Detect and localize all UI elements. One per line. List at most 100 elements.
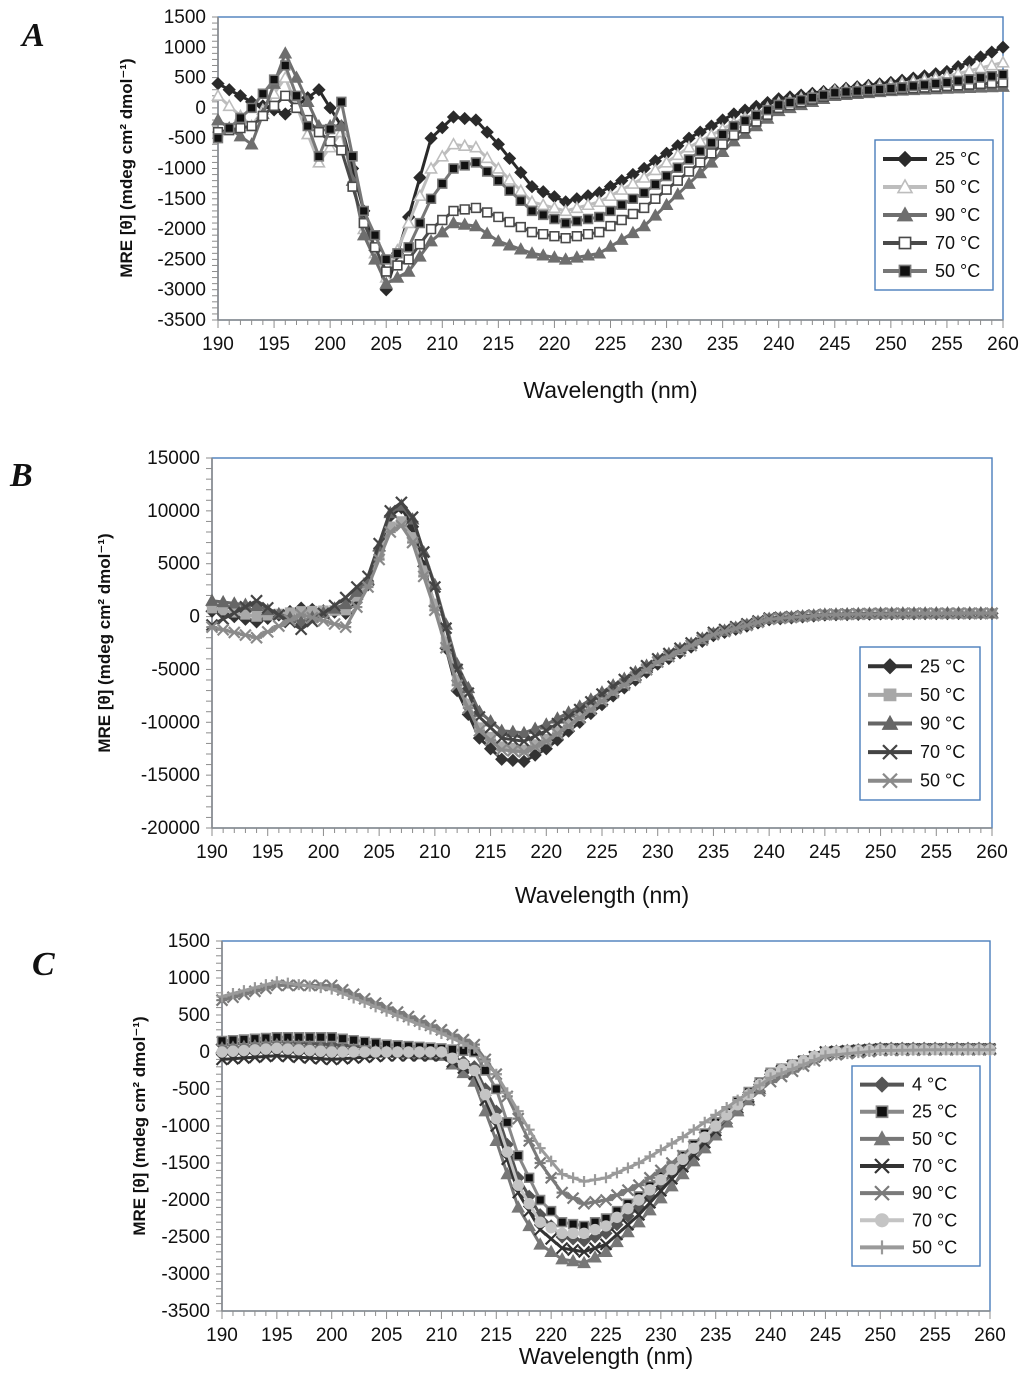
- panel-c-legend-item: 70 °C: [860, 1156, 957, 1176]
- panel-c-series-6-point: [358, 1046, 371, 1058]
- panel-b-series-1-point: [506, 753, 520, 767]
- panel-b-series-5-point: [528, 740, 542, 753]
- panel-c-series-2-point: [271, 1032, 283, 1043]
- panel-a-series-4-point: [414, 239, 426, 250]
- panel-a-series-4-point: [257, 110, 269, 122]
- panel-b-series-5-point: [762, 612, 776, 626]
- panel-c-series-7-point: [435, 1028, 447, 1039]
- panel-c-series-6-point: [567, 1227, 579, 1240]
- panel-c-series-7-point: [732, 1094, 744, 1106]
- panel-c-series-3-point: [511, 1200, 526, 1213]
- panel-a-series-1-point: [480, 125, 494, 139]
- panel-b-series-5-point: [495, 743, 508, 757]
- panel-c-series-5-point: [610, 1188, 624, 1202]
- panel-c-series-7-point: [468, 1042, 480, 1054]
- panel-c-series-3-point: [675, 1166, 690, 1180]
- panel-b-series-5-point: [930, 607, 943, 620]
- panel-c-legend-swatch-marker: [874, 1213, 890, 1228]
- panel-b-x-tick-label: 225: [586, 842, 618, 863]
- panel-c-series-5-point: [632, 1178, 646, 1192]
- panel-a-series-4-point: [538, 228, 549, 240]
- panel-c-series-7-point: [348, 992, 360, 1004]
- panel-b-y-axis-title: MRE [θ] (mdeg cm² dmol⁻¹): [95, 533, 114, 752]
- panel-b-series-4-point: [562, 710, 575, 723]
- panel-b-series-5-point: [852, 607, 865, 621]
- panel-a-x-tick-label: 190: [202, 334, 234, 355]
- panel-c-series-2-point: [567, 1218, 579, 1230]
- panel-b-series-1-point: [539, 742, 553, 756]
- panel-c-series-7-point: [545, 1155, 557, 1167]
- panel-a-series-3-point: [704, 155, 719, 168]
- panel-a-series-1-point: [435, 120, 449, 135]
- panel-c-legend-label: 4 °C: [912, 1075, 947, 1095]
- panel-b-series-4-point: [395, 496, 408, 509]
- panel-b-series-3-point: [494, 723, 509, 736]
- panel-c-series-6-point: [468, 1064, 481, 1077]
- panel-a-series-4-point: [706, 148, 717, 159]
- panel-c-legend-item: 25 °C: [860, 1102, 957, 1122]
- panel-a-series-5-point: [347, 151, 358, 162]
- panel-a-series-2-point: [435, 149, 450, 162]
- panel-c-series-6-point: [282, 1043, 294, 1055]
- panel-b-series-5-point: [562, 719, 575, 733]
- panel-a-letter: A: [20, 17, 45, 54]
- panel-a-series-3-point: [626, 225, 640, 239]
- panel-c-x-tick-label: 240: [755, 1325, 787, 1346]
- panel-c-y-tick-label: 1500: [168, 931, 210, 952]
- panel-a-series-2-point: [536, 197, 551, 211]
- panel-c-series-7-point: [852, 1047, 864, 1059]
- panel-c-series-7-point: [940, 1044, 952, 1056]
- panel-b-series-4-point: [540, 724, 553, 738]
- panel-b-series-5-point: [540, 735, 553, 748]
- panel-a-series-1-point: [323, 101, 337, 115]
- panel-b-series-5-point: [306, 611, 319, 624]
- panel-c-series-3-point: [599, 1244, 613, 1257]
- panel-a-series-1-point: [973, 50, 988, 64]
- panel-c-series-7-point: [973, 1044, 985, 1056]
- panel-c-series-3-point: [664, 1178, 679, 1192]
- panel-a-series-5-point: [425, 193, 437, 204]
- panel-a-x-tick-label: 240: [763, 334, 795, 355]
- panel-b-series-5-point: [384, 525, 397, 539]
- panel-a-series-3-point: [356, 228, 371, 241]
- panel-a-series-2-point: [637, 170, 652, 183]
- panel-c-series-5-point: [533, 1156, 547, 1170]
- panel-a-legend-item: 50 °C: [883, 177, 980, 197]
- panel-b-series-5-point: [785, 611, 798, 624]
- panel-a-series-3-point: [379, 276, 394, 289]
- panel-a-series-5-point: [627, 193, 639, 204]
- panel-a-legend: 25 °C 50 °C 90 °C 70 °C 50 °C: [874, 139, 994, 291]
- panel-c-y-tick-label: -2000: [161, 1190, 210, 1211]
- panel-b-x-tick-label: 240: [753, 842, 785, 863]
- panel-a-series-2-point: [424, 161, 438, 174]
- panel-a-series-5-point: [459, 160, 470, 171]
- panel-b-y-tick-label: 15000: [147, 448, 200, 469]
- panel-a-series-2-point: [312, 155, 326, 168]
- panel-c-series-7-point: [765, 1072, 777, 1084]
- panel-c-series-2-point: [304, 1032, 315, 1043]
- panel-a-series-5-point: [414, 217, 426, 229]
- panel-c-series-6-point: [216, 1046, 228, 1058]
- panel-a-series-5-point: [874, 84, 885, 95]
- panel-c-y-tick-label: -2500: [161, 1227, 210, 1248]
- panel-c-series-4-point: [654, 1184, 668, 1198]
- panel-c-series-2-point: [556, 1217, 568, 1228]
- panel-a-series-5-point: [908, 80, 919, 92]
- panel-b-y-tick-label: -20000: [141, 818, 200, 839]
- panel-c-x-tick-label: 230: [645, 1325, 677, 1346]
- panel-b-series-5-point: [272, 619, 286, 633]
- panel-b-legend-item: 25 °C: [868, 656, 965, 676]
- panel-a-legend-label: 70 °C: [935, 233, 980, 253]
- panel-a-legend-swatch-marker: [898, 236, 912, 250]
- panel-c-series-6-point: [688, 1142, 700, 1154]
- panel-c-series-7-point: [315, 982, 327, 994]
- panel-c-series-7-point: [819, 1050, 831, 1062]
- panel-c-series-6-point: [336, 1046, 349, 1058]
- panel-b-series-5-point: [774, 612, 787, 625]
- panel-b-series-5-point: [651, 655, 664, 669]
- panel-a-series-2-point: [412, 188, 427, 201]
- panel-c-series-6-point: [238, 1044, 250, 1057]
- panel-b-series-5-point: [606, 686, 620, 699]
- panel-c-legend-item: 50 °C: [860, 1237, 957, 1257]
- panel-b-series-5-point: [707, 628, 720, 641]
